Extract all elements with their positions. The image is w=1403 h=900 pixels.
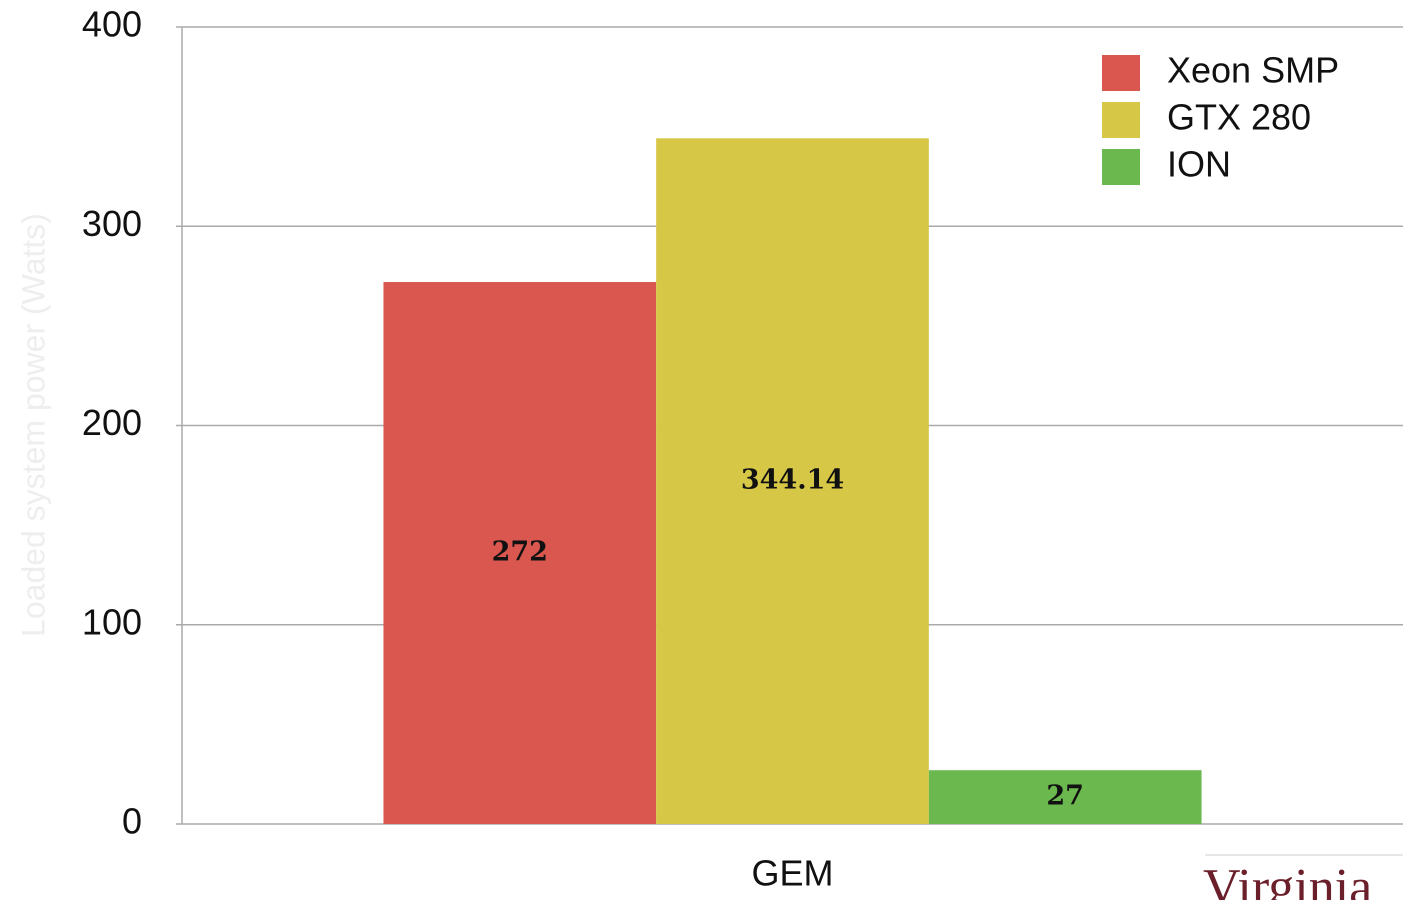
y-tick-label: 400 bbox=[82, 4, 142, 45]
y-tick-label: 100 bbox=[82, 601, 142, 642]
bar bbox=[656, 138, 929, 825]
legend-swatch bbox=[1102, 102, 1140, 138]
logo-text: Virginia bbox=[1203, 859, 1372, 900]
x-tick-label: GEM bbox=[751, 853, 833, 894]
bar bbox=[383, 282, 657, 824]
legend-swatch bbox=[1102, 55, 1140, 91]
value-label: 27 bbox=[1046, 781, 1084, 812]
bar bbox=[928, 770, 1202, 824]
value-label: 344.14 bbox=[741, 465, 844, 496]
y-tick-label: 200 bbox=[82, 402, 142, 443]
legend-label: ION bbox=[1167, 144, 1231, 185]
value-label: 272 bbox=[492, 537, 548, 568]
legend-label: Xeon SMP bbox=[1167, 50, 1339, 91]
y-tick-label: 0 bbox=[122, 801, 142, 842]
legend-swatch bbox=[1102, 149, 1140, 185]
y-axis-label: Loaded system power (Watts) bbox=[15, 213, 51, 637]
legend-label: GTX 280 bbox=[1167, 97, 1311, 138]
y-tick-label: 300 bbox=[82, 203, 142, 244]
